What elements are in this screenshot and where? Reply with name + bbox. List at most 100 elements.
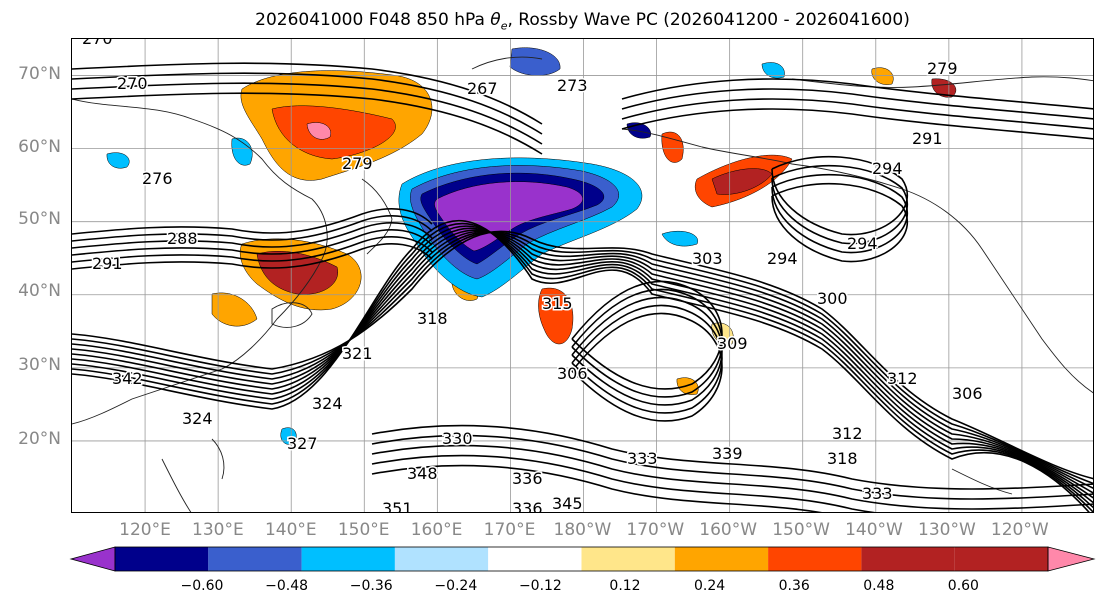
contour-label: 321 (342, 344, 373, 363)
colorbar-cell (674, 547, 769, 571)
contour-label: 336 (512, 469, 543, 488)
contour-label: 300 (817, 289, 848, 308)
theta-e-contour-line (621, 78, 1093, 110)
theta-e-contour-line (72, 231, 1093, 485)
coastline-segment (791, 76, 1093, 88)
theta-e-contour-line (72, 243, 433, 270)
theta-e-contours (72, 62, 1093, 512)
colorbar-tick-label: 0.36 (778, 578, 810, 594)
theta-e-contour-line (771, 182, 909, 263)
negative-anomaly-philippine (280, 427, 297, 445)
colorbar-cell (115, 547, 209, 571)
lon-tick-label: 160°W (699, 520, 758, 540)
positive-anomaly-bering (661, 131, 684, 163)
colorbar (69, 546, 1096, 572)
positive-anomaly-arctic (871, 67, 894, 85)
lon-tick-label: 170°E (483, 520, 536, 540)
contour-label: 294 (847, 234, 878, 253)
theta-e-contour-line (771, 173, 909, 254)
colorbar-cell (861, 547, 955, 571)
theta-e-contour-line (621, 98, 1093, 130)
map-canvas: 270 270 267 273 279 276 279 288 291 294 291 294 294 3… (72, 39, 1093, 513)
colorbar-tick-label: 0.48 (863, 578, 895, 594)
theta-e-contour-line (771, 164, 909, 245)
theta-e-contour-line (72, 230, 1093, 480)
contour-label: 330 (442, 429, 473, 448)
colorbar-cell (301, 547, 395, 571)
coastline-segment (211, 438, 225, 480)
lat-tick-label: 20°N (18, 429, 61, 449)
colorbar-extend-min (69, 546, 116, 572)
lon-tick-label: 130°W (918, 520, 976, 540)
colorbar-tick-label: −0.60 (180, 578, 224, 594)
lat-tick-label: 70°N (18, 64, 61, 84)
lon-tick-label: 120°E (119, 520, 171, 540)
theta-e-contour-line (621, 88, 1093, 120)
theta-e-contour-line (621, 108, 1093, 140)
chart-title: 2026041000 F048 850 hPa θe, Rossby Wave … (0, 10, 1105, 32)
theta-e-contour-line (571, 280, 723, 390)
contour-label: 270 (82, 39, 113, 48)
colorbar-tick-label: 0.60 (947, 578, 979, 594)
lat-tick-label: 40°N (18, 281, 61, 301)
chart-title-text: 2026041000 F048 850 hPa θe, Rossby Wave … (255, 10, 910, 33)
contour-label: 294 (767, 249, 798, 268)
contour-label: 336 (512, 499, 543, 513)
theta-e-contour-line (72, 230, 1093, 494)
colorbar-extend-max (1047, 546, 1096, 572)
contour-label: 309 (717, 334, 748, 353)
colorbar-outline (114, 546, 1049, 572)
theta-e-contour-line (371, 464, 823, 512)
negative-anomaly-west (106, 152, 130, 169)
contour-label: 324 (182, 409, 213, 428)
contour-label: 318 (417, 309, 448, 328)
positive-anomaly-korea (211, 292, 258, 327)
colorbar-tick-label: −0.36 (349, 578, 393, 594)
theta-e-contour-line (72, 229, 1093, 499)
lat-tick-label: 30°N (18, 355, 61, 375)
lon-tick-label: 130°E (192, 520, 244, 540)
theta-e-contour-line (571, 312, 723, 422)
colorbar-tick-label: 0.12 (609, 578, 641, 594)
theta-e-contour-line (72, 92, 543, 155)
theta-e-contour-line (72, 62, 543, 125)
contour-label: 312 (832, 424, 863, 443)
lon-tick-label: 170°W (626, 520, 685, 540)
negative-anomaly-small (661, 230, 698, 247)
coastline-segment (72, 98, 328, 425)
theta-e-contour-line (72, 222, 1093, 512)
contour-label: 276 (142, 169, 173, 188)
colorbar-cell (488, 547, 582, 571)
contour-label: 306 (952, 384, 983, 403)
contour-label: 291 (912, 129, 943, 148)
negative-anomaly-arctic (509, 47, 561, 76)
coastline-segment (161, 458, 192, 512)
theta-e-contour-line (72, 208, 433, 235)
colorbar-tick-label: 0.24 (694, 578, 726, 594)
contour-label: 303 (692, 249, 723, 268)
contour-label: 327 (287, 434, 318, 453)
positive-anomaly-alaska-north (931, 78, 957, 98)
theta-e-contour-line (72, 225, 1093, 509)
contour-label: 345 (552, 494, 583, 513)
negative-anomaly-arctic-east (761, 62, 785, 79)
theta-e-contour-line (72, 231, 1093, 489)
colorbar-tick-label: −0.24 (434, 578, 478, 594)
contour-label: 318 (827, 449, 858, 468)
lon-tick-label: 140°E (264, 520, 317, 540)
colorbar-cell (394, 547, 489, 571)
contour-label: 288 (167, 229, 198, 248)
positive-anomaly-pink (306, 122, 332, 140)
contour-label: 306 (557, 364, 588, 383)
coastline-segment (951, 468, 1013, 495)
theta-e-contour-line (371, 444, 1093, 510)
map-panel: 270 270 267 273 279 276 279 288 291 294 291 294 294 3… (71, 38, 1094, 513)
colorbar-cell (208, 547, 302, 571)
contour-label: 279 (342, 154, 373, 173)
theta-e-contour-line (371, 454, 876, 512)
theta-e-contour-line (371, 434, 1093, 500)
contour-label: 279 (927, 59, 958, 78)
contour-label: 291 (92, 254, 123, 273)
lat-tick-label: 60°N (18, 137, 61, 157)
theta-e-contour-line (72, 215, 433, 242)
